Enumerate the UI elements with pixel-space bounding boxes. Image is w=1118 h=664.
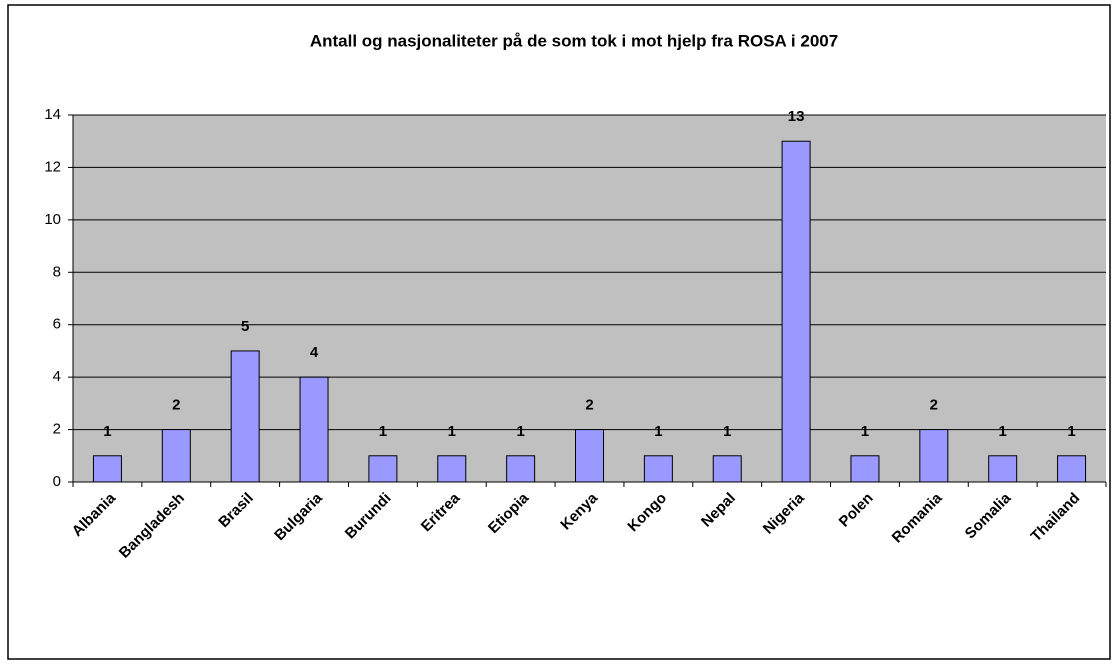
data-label: 1 xyxy=(999,423,1007,440)
data-label: 1 xyxy=(103,423,111,440)
data-label: 4 xyxy=(310,344,319,361)
data-label: 1 xyxy=(448,423,456,440)
bar xyxy=(988,455,1018,483)
data-label: 13 xyxy=(788,108,805,125)
bar xyxy=(919,429,949,483)
y-tick-label: 2 xyxy=(53,421,61,438)
y-tick-label: 8 xyxy=(53,263,61,280)
bar xyxy=(368,455,398,483)
chart-title: Antall og nasjonaliteter på de som tok i… xyxy=(310,31,838,50)
bar xyxy=(1057,455,1087,483)
y-tick-label: 4 xyxy=(53,368,61,385)
bar xyxy=(643,455,673,483)
plot-area xyxy=(73,115,1106,482)
bar xyxy=(506,455,536,483)
y-tick-label: 0 xyxy=(53,473,61,490)
y-tick-label: 12 xyxy=(44,158,61,175)
data-label: 1 xyxy=(379,423,387,440)
data-label: 1 xyxy=(861,423,869,440)
y-tick-label: 6 xyxy=(53,316,61,333)
data-label: 5 xyxy=(241,318,249,335)
bar xyxy=(92,455,122,483)
data-label: 2 xyxy=(930,397,938,414)
bar xyxy=(299,376,329,483)
bar xyxy=(850,455,880,483)
bar xyxy=(437,455,467,483)
bar xyxy=(575,429,604,483)
data-label: 2 xyxy=(585,397,593,414)
y-tick-label: 14 xyxy=(44,106,61,123)
data-label: 1 xyxy=(654,423,662,440)
data-label: 1 xyxy=(1067,423,1075,440)
bar xyxy=(230,350,260,483)
data-label: 1 xyxy=(516,423,524,440)
bar xyxy=(781,140,811,483)
data-label: 2 xyxy=(172,397,180,414)
data-label: 1 xyxy=(723,423,731,440)
y-tick-label: 10 xyxy=(44,211,61,228)
bar xyxy=(712,455,742,483)
bar xyxy=(161,429,191,483)
